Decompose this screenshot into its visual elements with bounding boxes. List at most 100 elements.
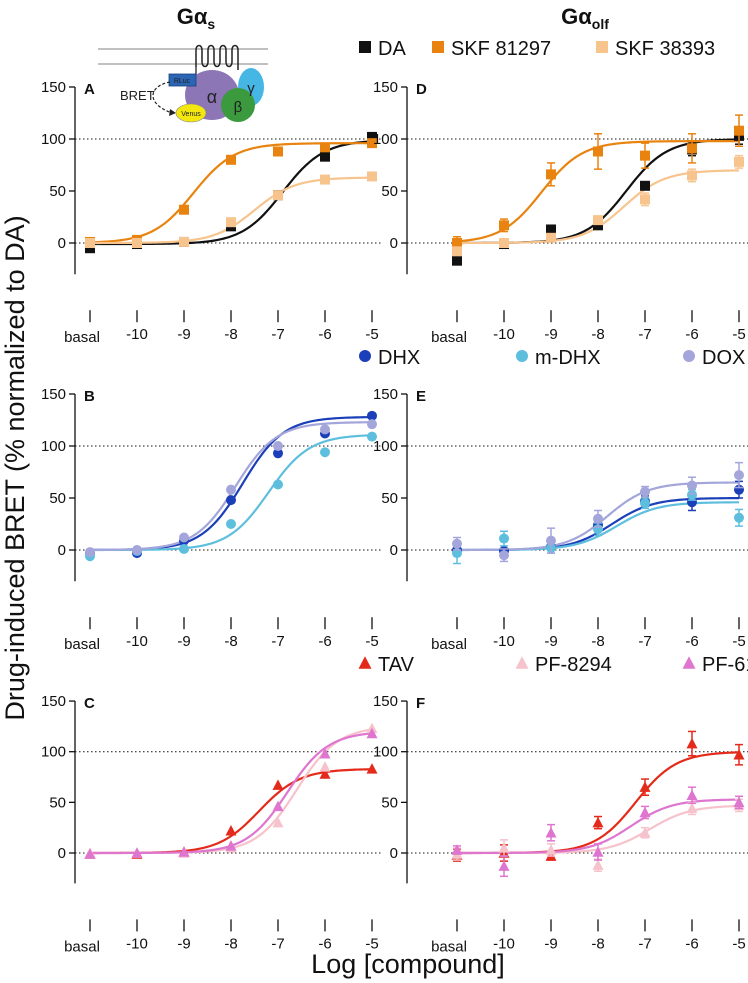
x-tick-label: basal (64, 938, 100, 955)
x-tick-label: -9 (544, 633, 557, 650)
x-tick-label: -8 (224, 935, 237, 952)
data-point-m-dhx (734, 512, 744, 523)
x-tick-label: -9 (544, 935, 557, 952)
data-point-m-dhx (320, 447, 330, 458)
legend-label: PF-8294 (535, 654, 612, 676)
data-point-skf-81297 (593, 146, 603, 157)
y-tick-label: 50 (49, 794, 66, 811)
fit-curve-skf-38393 (90, 176, 373, 245)
x-tick-label: basal (64, 329, 100, 346)
y-tick-label: 0 (390, 542, 398, 559)
x-tick-label: -6 (685, 633, 698, 650)
data-point-m-dhx (179, 543, 189, 554)
legend-row-1: DA SKF 81297 SKF 38393 (359, 38, 715, 60)
y-tick-label: 150 (373, 79, 398, 96)
panel-letter: A (84, 81, 95, 98)
data-point-skf-38393 (546, 232, 556, 243)
x-tick-label: -7 (638, 633, 651, 650)
legend-marker-m-dhx (516, 350, 528, 362)
bret-schematic: BRET RLuc Venus α β γ (98, 44, 268, 123)
y-tick-label: 0 (58, 845, 66, 862)
data-point-skf-81297 (226, 154, 236, 165)
data-point-pf-6142 (686, 789, 698, 801)
x-tick-label: -5 (732, 935, 745, 952)
g-beta-subunit (221, 88, 255, 122)
y-tick-label: 100 (373, 438, 398, 455)
x-tick-label: -9 (177, 326, 190, 343)
y-tick-label: 50 (381, 183, 398, 200)
data-point-pf-6142 (131, 847, 143, 858)
legend-row-2: DHX m-DHX DOX (359, 347, 745, 369)
data-point-dhx (367, 410, 377, 421)
y-tick-label: 150 (41, 386, 66, 403)
y-tick-label: 0 (390, 845, 398, 862)
data-point-pf-8294 (498, 842, 510, 853)
x-tick-label: -10 (493, 633, 515, 650)
panels-group: A 0 50 100 150 basal -10 -9 -8 -7 -6 -5 B 0 50 100 150 ba… (41, 79, 748, 955)
data-point-pf-8294 (639, 826, 651, 838)
data-point-m-dhx (499, 533, 509, 544)
panel-letter: E (416, 388, 426, 405)
data-point-da (452, 255, 462, 266)
data-point-pf-6142 (498, 860, 510, 871)
data-point-skf-81297 (320, 142, 330, 153)
column-title-gas: Gαs (177, 4, 216, 32)
x-tick-label: -7 (638, 935, 651, 952)
data-point-dhx (226, 495, 236, 506)
data-point-dox (687, 480, 697, 491)
data-point-dhx (273, 448, 283, 459)
data-point-m-dhx (687, 489, 697, 500)
y-tick-label: 0 (58, 542, 66, 559)
data-point-dox (452, 538, 462, 549)
data-point-dox (546, 535, 556, 546)
x-tick-label: -5 (365, 326, 378, 343)
fit-curve-dhx (89, 416, 373, 552)
venus-label: Venus (181, 111, 201, 118)
bret-transfer-arrow (152, 81, 173, 114)
data-point-tav (272, 779, 284, 790)
data-point-m-dhx (226, 519, 236, 529)
y-tick-label: 100 (373, 744, 398, 761)
data-point-tav (639, 781, 651, 792)
x-tick-label: basal (431, 938, 467, 955)
data-point-da (320, 151, 330, 162)
data-point-m-dhx (273, 479, 283, 490)
legend-marker-dox (683, 350, 695, 362)
legend-marker-tav (358, 656, 372, 669)
legend-marker-da (359, 41, 371, 53)
data-point-skf-38393 (593, 215, 603, 226)
bret-label: BRET (120, 88, 155, 103)
panel-letter: D (416, 81, 427, 98)
data-point-tav (366, 763, 378, 774)
data-point-pf-6142 (225, 840, 237, 851)
data-point-pf-8294 (686, 802, 698, 814)
legend-marker-skf-38393 (596, 41, 608, 53)
y-tick-label: 150 (41, 79, 66, 96)
receptor-helices-icon (195, 44, 239, 70)
x-tick-label: -8 (591, 935, 604, 952)
x-tick-label: -10 (493, 935, 515, 952)
data-point-dox (734, 470, 744, 481)
data-point-tav (225, 824, 237, 836)
data-point-skf-38393 (132, 238, 142, 248)
x-tick-label: -6 (685, 326, 698, 343)
y-tick-label: 100 (41, 744, 66, 761)
legend-label: TAV (378, 654, 415, 676)
data-point-skf-38393 (85, 238, 95, 248)
data-point-pf-6142 (366, 727, 378, 739)
x-tick-label: -5 (365, 935, 378, 952)
legend-marker-pf-8294 (515, 656, 529, 669)
panel-b: B 0 50 100 150 basal -10 -9 -8 -7 -6 -5 (41, 386, 382, 653)
x-tick-label: -10 (126, 633, 148, 650)
data-point-pf-8294 (272, 816, 284, 828)
x-tick-label: -6 (318, 935, 331, 952)
data-point-skf-38393 (226, 217, 236, 228)
legend-marker-dhx (359, 350, 371, 362)
data-point-da (593, 220, 603, 231)
x-tick-label: -9 (177, 633, 190, 650)
data-point-pf-8294 (545, 844, 557, 855)
panel-letter: C (84, 695, 95, 712)
x-tick-label: -8 (224, 633, 237, 650)
legend-marker-pf-6142 (682, 656, 696, 669)
data-point-pf-6142 (545, 826, 557, 838)
